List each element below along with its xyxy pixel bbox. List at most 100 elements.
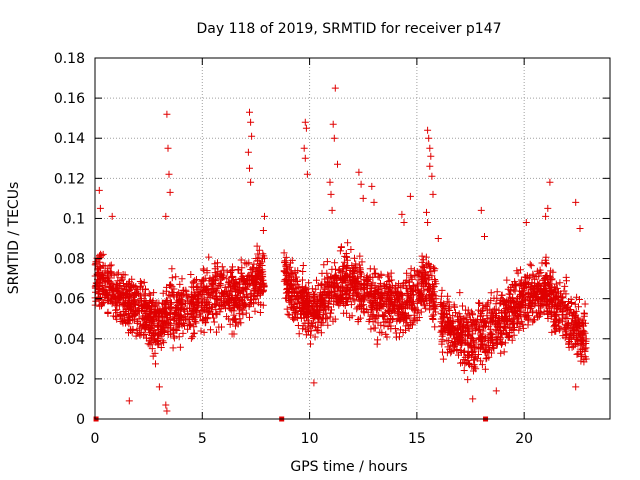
y-tick-label: 0.02 (54, 372, 85, 388)
data-point (227, 295, 235, 303)
data-point (190, 329, 198, 337)
data-point (150, 320, 158, 328)
data-point (255, 287, 263, 295)
data-point (101, 267, 109, 275)
data-point (141, 292, 149, 300)
data-point (125, 310, 132, 318)
data-point (418, 252, 426, 260)
data-point (259, 273, 267, 281)
data-point (203, 288, 211, 296)
data-point (344, 239, 352, 247)
data-point (165, 319, 173, 327)
data-point (155, 314, 163, 322)
data-point (99, 262, 107, 270)
data-point (194, 286, 202, 294)
data-point (156, 329, 164, 337)
y-tick-label: 0.08 (54, 252, 85, 268)
data-point (112, 306, 119, 314)
y-tick-label: 0.14 (54, 131, 85, 147)
data-point (160, 307, 168, 315)
data-point (155, 340, 163, 348)
data-point (155, 323, 162, 331)
data-point (159, 317, 167, 325)
data-point (254, 267, 262, 275)
data-point (218, 270, 226, 278)
data-point (120, 283, 128, 291)
data-point (177, 299, 185, 307)
data-point (184, 325, 192, 333)
data-point (173, 298, 181, 306)
data-point (178, 275, 186, 283)
data-point (107, 296, 115, 304)
data-point (126, 278, 133, 286)
data-point (121, 271, 129, 279)
data-point (126, 317, 134, 325)
data-point (194, 303, 201, 311)
data-point (392, 329, 400, 337)
data-point (168, 265, 176, 273)
data-point (320, 261, 328, 269)
data-point (158, 299, 166, 307)
data-point (239, 275, 247, 282)
data-point (172, 273, 180, 281)
data-point (403, 269, 411, 277)
data-point (144, 326, 152, 334)
data-point (227, 269, 235, 276)
data-point (146, 329, 153, 337)
data-point (255, 254, 263, 262)
data-point (141, 331, 149, 338)
data-point (113, 286, 121, 294)
data-point (200, 266, 208, 274)
x-tick-label: 15 (408, 431, 426, 447)
data-point (299, 262, 307, 269)
data-point (169, 289, 176, 296)
data-point (410, 266, 418, 274)
data-point (159, 337, 167, 345)
data-point (258, 258, 266, 266)
data-point (118, 292, 126, 300)
data-point (116, 282, 124, 289)
data-point (213, 287, 220, 295)
data-point (371, 324, 379, 332)
data-point (248, 271, 256, 279)
data-point (176, 280, 184, 288)
data-point (216, 280, 224, 287)
data-point (206, 293, 214, 301)
data-point (207, 289, 215, 297)
data-point (242, 309, 250, 317)
data-point (196, 312, 204, 320)
data-point (213, 328, 220, 336)
data-point (178, 321, 186, 329)
data-point (200, 283, 208, 291)
data-point (104, 272, 112, 280)
data-point (229, 273, 237, 281)
data-point (307, 327, 315, 335)
data-point (356, 284, 364, 292)
data-point (235, 287, 243, 295)
data-point (413, 287, 421, 294)
data-point (239, 293, 247, 301)
x-axis-label: GPS time / hours (290, 459, 407, 475)
data-point (162, 287, 170, 295)
data-point (331, 315, 339, 323)
data-point (220, 290, 228, 298)
data-point (239, 311, 247, 319)
data-point (168, 274, 176, 282)
data-point (140, 301, 148, 309)
data-point (217, 302, 225, 310)
data-point (114, 277, 122, 285)
data-point (198, 300, 205, 308)
data-point (317, 329, 325, 337)
data-point (247, 296, 255, 304)
data-point (100, 288, 108, 296)
data-point (252, 295, 260, 303)
data-point (198, 291, 206, 299)
data-point (431, 276, 439, 283)
data-point (157, 344, 165, 351)
data-point (149, 330, 157, 338)
data-point (119, 308, 127, 315)
data-point (187, 334, 195, 342)
data-point (255, 246, 263, 254)
data-point (212, 309, 220, 317)
data-point (221, 283, 229, 291)
